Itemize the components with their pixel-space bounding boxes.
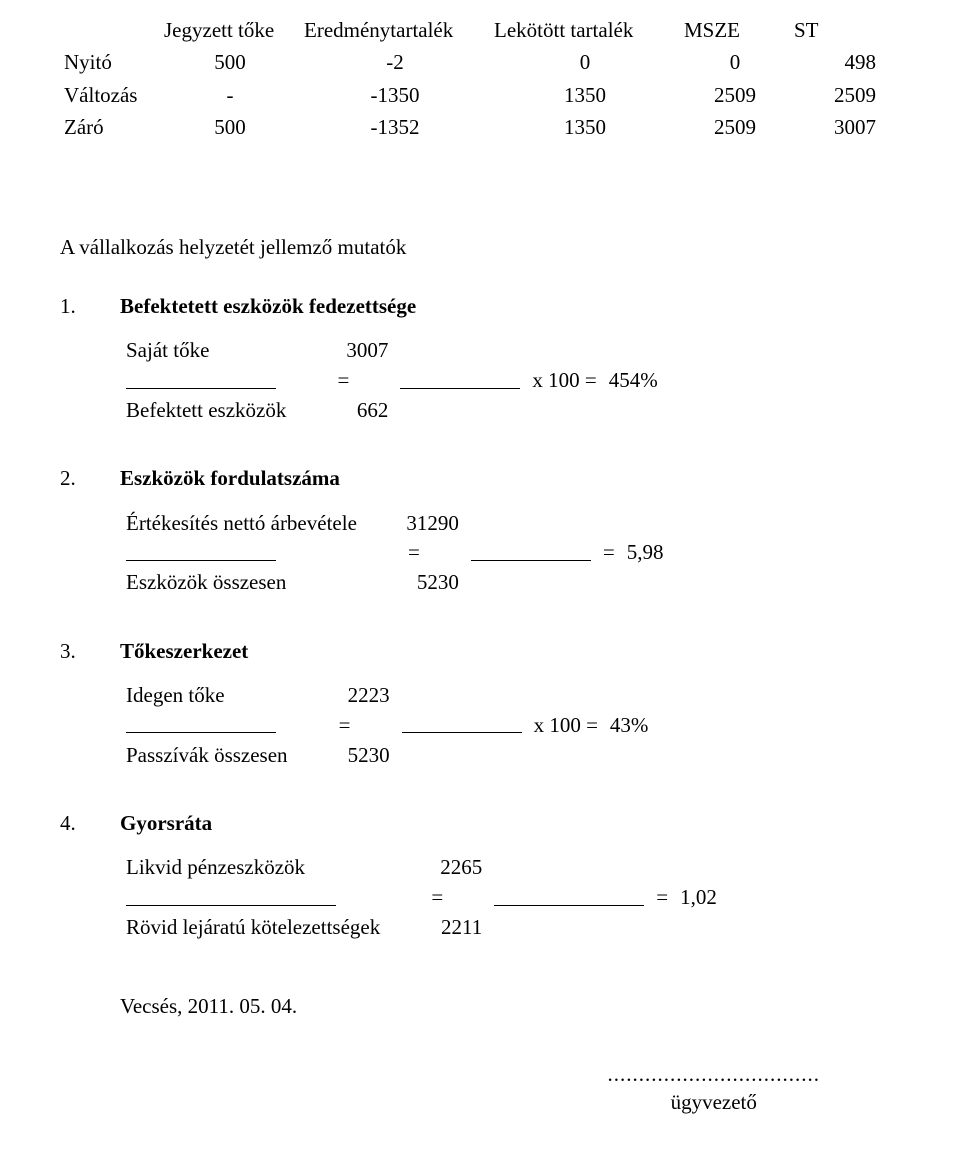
ratio-item: 4. Gyorsráta Likvid pénzeszközök 2265 = …: [60, 809, 880, 941]
row-label: Záró: [60, 111, 160, 143]
fraction-line: [494, 882, 644, 906]
equals-sign: =: [386, 882, 488, 913]
result-value: 43%: [604, 709, 655, 740]
fraction-line: [126, 882, 336, 906]
fraction-line: [126, 709, 276, 733]
numerator-value: 2223: [294, 681, 396, 709]
item-calc: Likvid pénzeszközök 2265 = = 1,02 Rövid …: [60, 853, 880, 941]
denominator-label: Rövid lejáratú kötelezettségek: [120, 913, 386, 941]
denominator-value: 5230: [294, 741, 396, 769]
item-number: 4.: [60, 809, 120, 837]
item-number: 2.: [60, 464, 120, 492]
signature-block: .................................. ügyve…: [60, 1060, 880, 1117]
cell: 3007: [790, 111, 880, 143]
cell: -2: [300, 46, 490, 78]
ratio-table: Értékesítés nettó árbevétele 31290 = = 5…: [120, 509, 669, 597]
table-row: Változás - -1350 1350 2509 2509: [60, 79, 880, 111]
capital-table: Jegyzett tőke Eredménytartalék Lekötött …: [60, 14, 880, 143]
item-calc: Idegen tőke 2223 = x 100 = 43% Passzívák…: [60, 681, 880, 769]
result-prefix: =: [597, 537, 621, 568]
numerator-label: Saját tőke: [120, 336, 292, 364]
ratio-table: Idegen tőke 2223 = x 100 = 43% Passzívák…: [120, 681, 654, 769]
fraction-line: [400, 364, 520, 388]
section-title: A vállalkozás helyzetét jellemző mutatók: [60, 233, 880, 261]
numerator-value: 3007: [292, 336, 394, 364]
footer-date: Vecsés, 2011. 05. 04.: [60, 992, 880, 1020]
ratio-item: 1. Befektetett eszközök fedezettsége Saj…: [60, 292, 880, 424]
equals-sign: =: [292, 364, 394, 395]
item-calc: Értékesítés nettó árbevétele 31290 = = 5…: [60, 509, 880, 597]
result-value: 454%: [603, 364, 664, 395]
denominator-label: Befektett eszközök: [120, 396, 292, 424]
table-header-row: Jegyzett tőke Eredménytartalék Lekötött …: [60, 14, 880, 46]
item-heading: 4. Gyorsráta: [60, 809, 880, 837]
row-label: Változás: [60, 79, 160, 111]
item-title: Befektetett eszközök fedezettsége: [120, 292, 416, 320]
denominator-value: 2211: [386, 913, 488, 941]
numerator-value: 2265: [386, 853, 488, 881]
cell: 2509: [790, 79, 880, 111]
ratio-item: 2. Eszközök fordulatszáma Értékesítés ne…: [60, 464, 880, 596]
cell: 2509: [680, 111, 790, 143]
col-header: MSZE: [680, 14, 790, 46]
item-heading: 1. Befektetett eszközök fedezettsége: [60, 292, 880, 320]
numerator-value: 31290: [363, 509, 465, 537]
item-number: 3.: [60, 637, 120, 665]
equals-sign: =: [294, 709, 396, 740]
item-title: Eszközök fordulatszáma: [120, 464, 340, 492]
numerator-label: Idegen tőke: [120, 681, 294, 709]
denominator-label: Eszközök összesen: [120, 568, 363, 596]
cell: 1350: [490, 111, 680, 143]
col-header: Eredménytartalék: [300, 14, 490, 46]
item-calc: Saját tőke 3007 = x 100 = 454% Befektett…: [60, 336, 880, 424]
result-prefix: x 100 =: [526, 364, 602, 395]
col-header: Lekötött tartalék: [490, 14, 680, 46]
fraction-line: [126, 364, 276, 388]
ratio-table: Likvid pénzeszközök 2265 = = 1,02 Rövid …: [120, 853, 723, 941]
cell: 500: [160, 111, 300, 143]
equals-sign: =: [363, 537, 465, 568]
result-prefix: x 100 =: [528, 709, 604, 740]
ratio-item: 3. Tőkeszerkezet Idegen tőke 2223 = x 10…: [60, 637, 880, 769]
item-title: Gyorsráta: [120, 809, 212, 837]
cell: 2509: [680, 79, 790, 111]
numerator-label: Értékesítés nettó árbevétele: [120, 509, 363, 537]
fraction-line: [471, 537, 591, 561]
result-value: 1,02: [674, 882, 723, 913]
cell: 1350: [490, 79, 680, 111]
fraction-line: [126, 537, 276, 561]
cell: -: [160, 79, 300, 111]
table-row: Záró 500 -1352 1350 2509 3007: [60, 111, 880, 143]
cell: 0: [490, 46, 680, 78]
row-label: Nyitó: [60, 46, 160, 78]
ratio-table: Saját tőke 3007 = x 100 = 454% Befektett…: [120, 336, 664, 424]
item-heading: 2. Eszközök fordulatszáma: [60, 464, 880, 492]
table-row: Nyitó 500 -2 0 0 498: [60, 46, 880, 78]
fraction-line: [402, 709, 522, 733]
cell: 498: [790, 46, 880, 78]
cell: -1350: [300, 79, 490, 111]
result-prefix: =: [650, 882, 674, 913]
denominator-value: 662: [292, 396, 394, 424]
col-header: [60, 14, 160, 46]
result-value: 5,98: [621, 537, 670, 568]
cell: 500: [160, 46, 300, 78]
signature-line: ..................................: [608, 1062, 821, 1086]
col-header: Jegyzett tőke: [160, 14, 300, 46]
cell: -1352: [300, 111, 490, 143]
page: Jegyzett tőke Eredménytartalék Lekötött …: [0, 0, 960, 1157]
col-header: ST: [790, 14, 880, 46]
numerator-label: Likvid pénzeszközök: [120, 853, 386, 881]
item-title: Tőkeszerkezet: [120, 637, 248, 665]
item-number: 1.: [60, 292, 120, 320]
cell: 0: [680, 46, 790, 78]
denominator-value: 5230: [363, 568, 465, 596]
item-heading: 3. Tőkeszerkezet: [60, 637, 880, 665]
denominator-label: Passzívák összesen: [120, 741, 294, 769]
